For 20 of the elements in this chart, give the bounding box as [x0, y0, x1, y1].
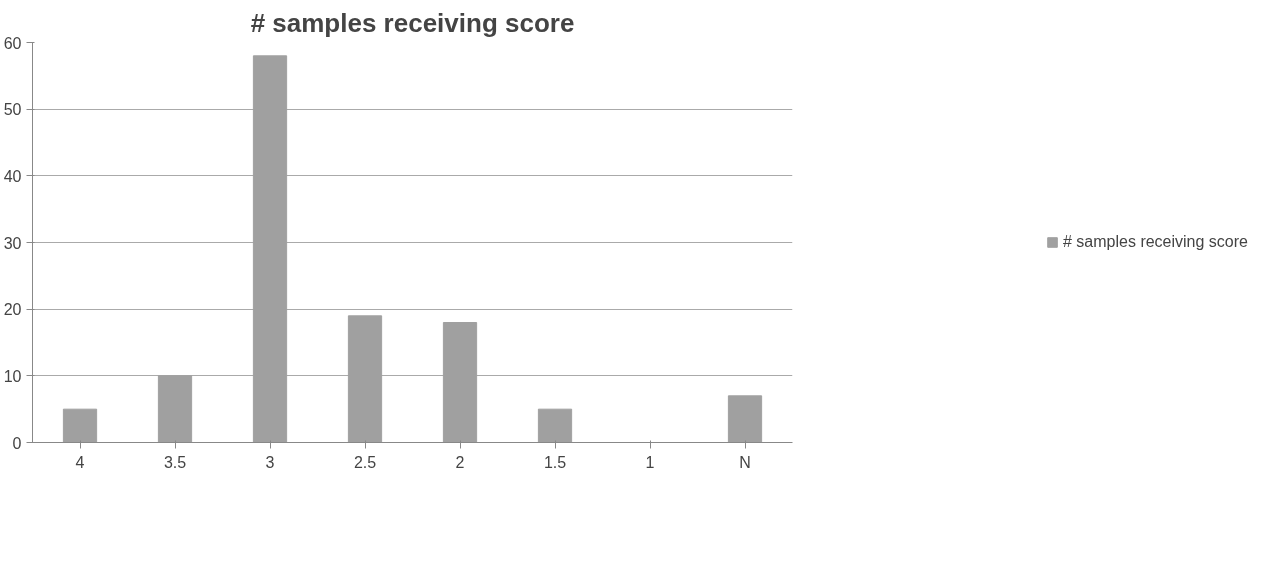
- y-tick-label: 10: [3, 367, 22, 385]
- x-tick-label: 4: [75, 453, 85, 471]
- y-tick-label: 20: [3, 301, 22, 319]
- bar: [727, 395, 763, 443]
- chart-title: # samples receiving score: [250, 7, 575, 38]
- x-tick-label: N: [739, 453, 751, 471]
- y-tick-label: 60: [3, 34, 22, 52]
- x-tick-label: 1.5: [543, 453, 567, 471]
- bar: [537, 408, 573, 443]
- x-tick-label: 2.5: [353, 453, 377, 471]
- y-tick-label: 40: [3, 167, 22, 185]
- y-tick-label: 50: [3, 101, 22, 119]
- x-tick-label: 2: [455, 453, 465, 471]
- y-tick-label: 30: [3, 234, 22, 252]
- x-tick-label: 3.5: [163, 453, 187, 471]
- bar: [62, 408, 98, 443]
- x-tick-label: 1: [645, 453, 655, 471]
- x-tick-label: 3: [265, 453, 275, 471]
- y-tick-label: 0: [12, 434, 22, 452]
- legend-label: # samples receiving score: [1063, 233, 1248, 251]
